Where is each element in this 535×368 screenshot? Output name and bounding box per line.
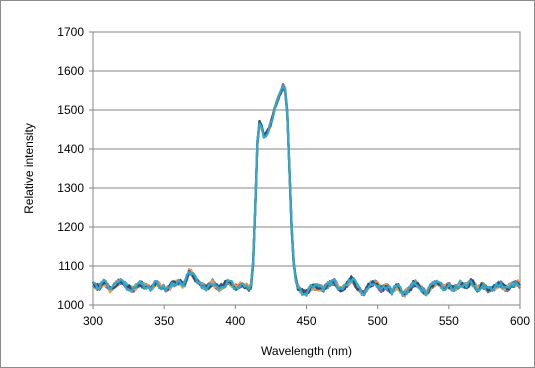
y-tick-label-1300: 1300 — [57, 181, 84, 195]
series-layer — [91, 82, 522, 298]
spectrum-line-1 — [92, 82, 521, 297]
x-tick-label-400: 400 — [225, 314, 245, 328]
y-tick-label-1700: 1700 — [57, 25, 84, 39]
y-tick-label-1100: 1100 — [58, 259, 84, 273]
spectrum-line-5 — [92, 85, 521, 297]
x-tick-label-550: 550 — [439, 314, 459, 328]
spectrum-line-8 — [92, 85, 521, 297]
x-tick-label-600: 600 — [510, 314, 530, 328]
y-tick-label-1400: 1400 — [57, 142, 84, 156]
y-tick-label-1200: 1200 — [57, 220, 84, 234]
x-tick-label-350: 350 — [154, 314, 174, 328]
y-tick-label-1000: 1000 — [57, 298, 84, 312]
x-tick-label-450: 450 — [296, 314, 316, 328]
x-axis-title: Wavelength (nm) — [261, 344, 352, 358]
spectrum-line-7 — [92, 86, 521, 297]
y-tick-label-1600: 1600 — [57, 64, 84, 78]
spectrum-line-2 — [92, 87, 521, 298]
spectrum-line-6 — [92, 86, 522, 298]
spectrum-line-4 — [92, 83, 521, 296]
y-tick-label-1500: 1500 — [57, 103, 84, 117]
y-axis-title: Relative intensity — [22, 123, 36, 214]
plot-area — [92, 31, 521, 306]
grid-layer — [93, 70, 520, 267]
x-tick-label-300: 300 — [83, 314, 103, 328]
ticks-layer: 1000 1100 1200 1300 1400 1500 1600 1700 300 350 40… — [57, 25, 530, 328]
spectrum-line-3 — [91, 83, 521, 296]
x-tick-label-500: 500 — [368, 314, 388, 328]
